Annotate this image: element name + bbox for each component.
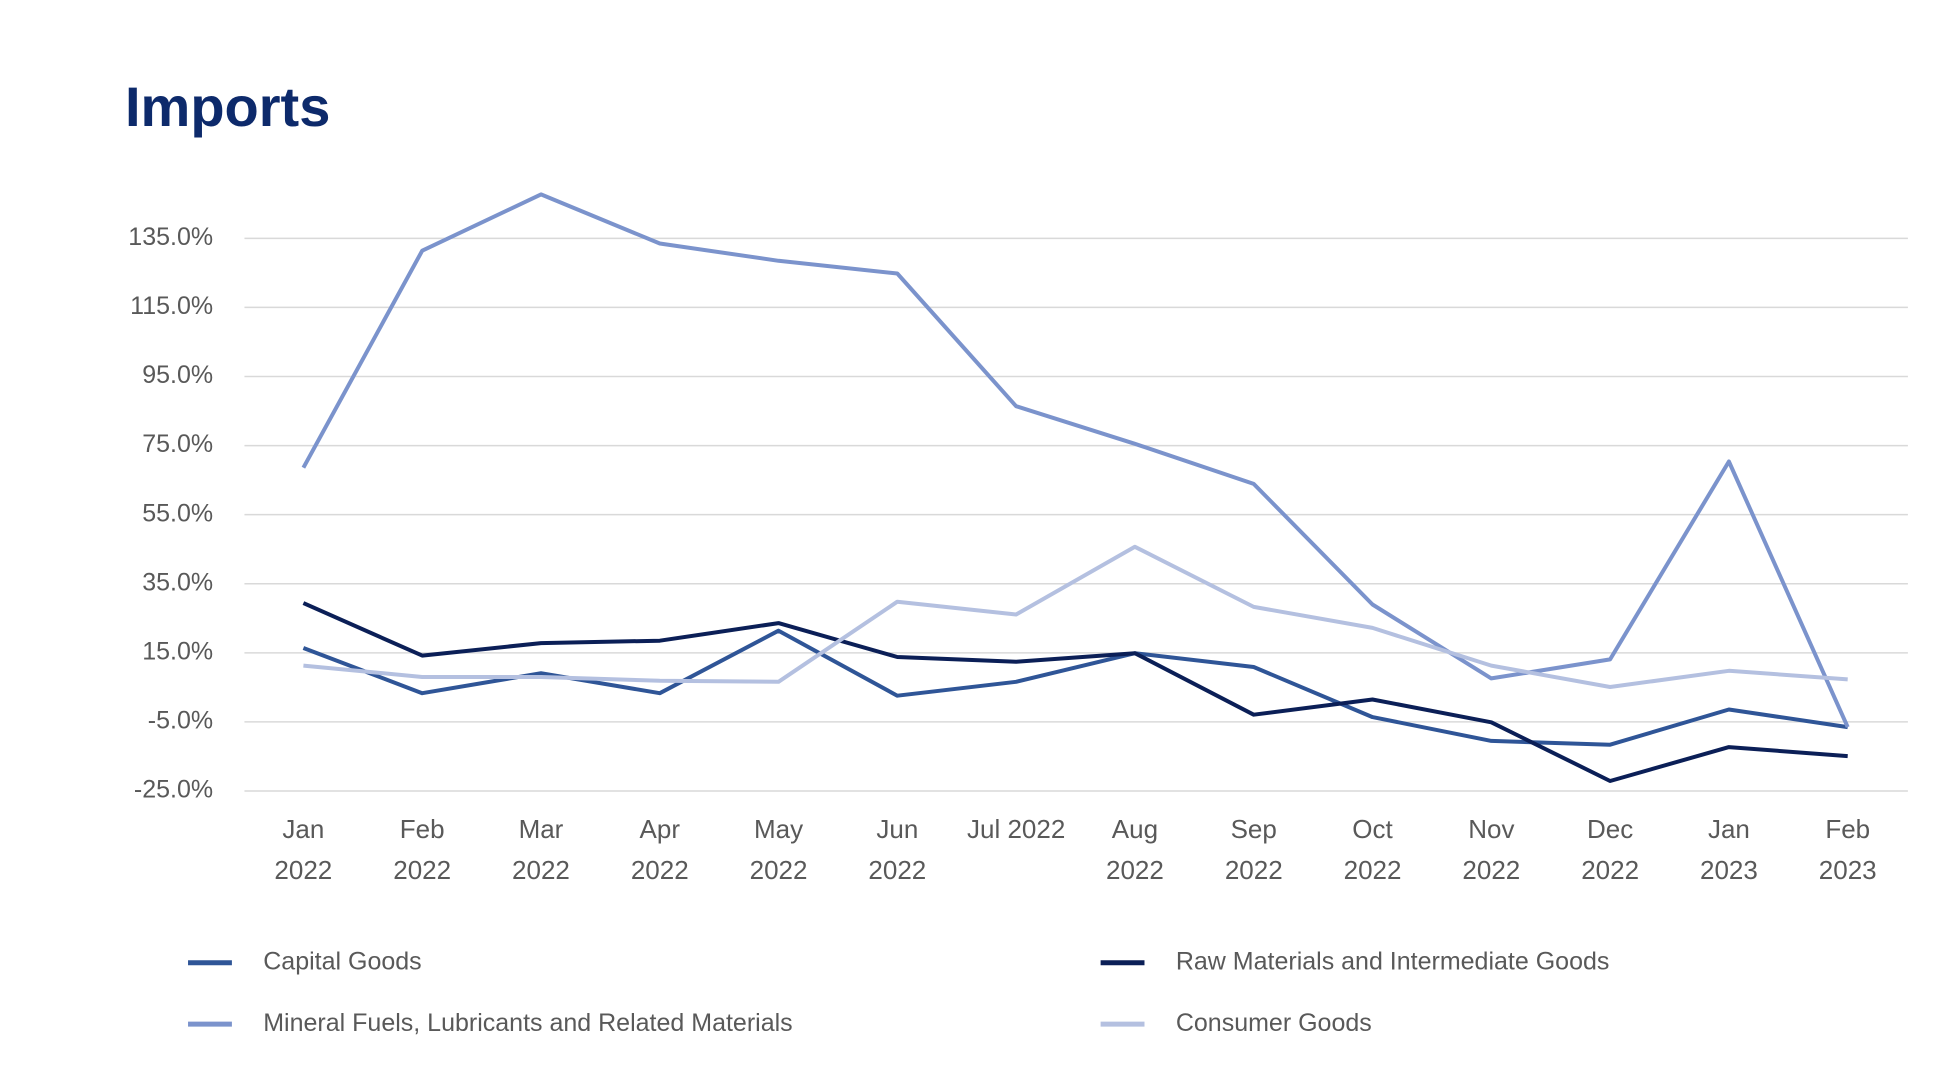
- series-line: [302, 601, 1848, 783]
- x-tick-label: Jul 2022: [966, 813, 1066, 844]
- legend-label: Mineral Fuels, Lubricants and Related Ma…: [263, 1009, 792, 1037]
- y-tick-label: 15.0%: [142, 637, 213, 665]
- y-tick-label: -25.0%: [134, 776, 213, 804]
- y-tick-label: 55.0%: [142, 499, 213, 527]
- chart-title: Imports: [125, 75, 331, 138]
- legend-label: Capital Goods: [263, 947, 421, 975]
- y-tick-label: 135.0%: [128, 223, 213, 251]
- y-tick-label: 95.0%: [142, 361, 213, 389]
- y-tick-label: 75.0%: [142, 430, 213, 458]
- series-line: [301, 192, 1850, 728]
- x-tick-label: Aug 2022: [1106, 813, 1164, 885]
- legend-label: Consumer Goods: [1176, 1009, 1372, 1037]
- x-tick-label: Mar 2022: [512, 813, 570, 885]
- x-tick-label: Apr 2022: [630, 813, 689, 885]
- x-tick-label: Dec 2022: [1581, 813, 1640, 885]
- y-tick-label: -5.0%: [148, 707, 213, 735]
- x-tick-label: Jan 2023: [1700, 813, 1758, 885]
- x-tick-label: May 2022: [749, 813, 808, 885]
- x-tick-label: Nov 2022: [1462, 813, 1521, 885]
- x-tick-label: Oct 2022: [1343, 813, 1402, 885]
- x-tick-label: Jan 2022: [274, 813, 333, 885]
- y-tick-label: 115.0%: [130, 292, 213, 320]
- x-tick-label: Sep 2022: [1224, 813, 1283, 885]
- series-line: [303, 544, 1848, 689]
- x-tick-label: Feb 2023: [1818, 813, 1877, 885]
- y-tick-label: 35.0%: [142, 568, 213, 596]
- x-tick-label: Jun 2022: [868, 813, 927, 885]
- legend-label: Raw Materials and Intermediate Goods: [1176, 947, 1610, 975]
- x-tick-label: Feb 2022: [393, 813, 452, 885]
